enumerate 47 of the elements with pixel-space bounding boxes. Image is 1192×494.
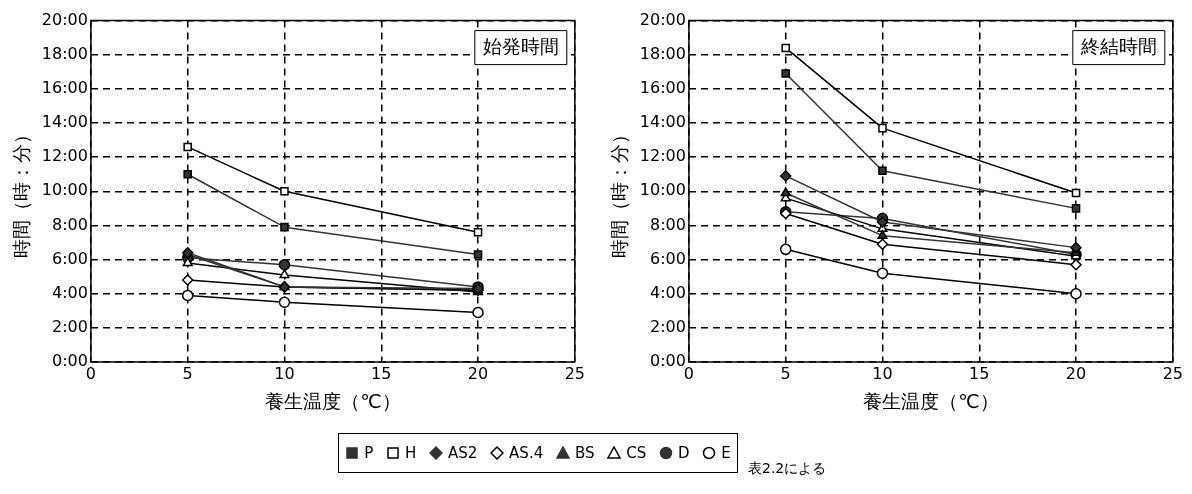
y-tick-label: 2:00	[51, 317, 88, 337]
text: 表2.2による	[748, 460, 827, 478]
x-tick-label: 25	[564, 363, 585, 383]
y-tick-label: 16:00	[41, 78, 88, 98]
x-tick-label: 20	[1065, 363, 1087, 383]
x-tick-label: 5	[182, 363, 193, 383]
legend-label: AS2	[448, 444, 478, 462]
x-tick-label: 25	[1162, 363, 1183, 383]
text: 終結時間	[1079, 34, 1157, 57]
y-tick-label: 20:00	[639, 9, 686, 29]
y-tick-label: 4:00	[649, 282, 686, 302]
x-tick-label: 5	[780, 363, 791, 383]
x-tick-label: 10	[872, 363, 893, 383]
x-axis-title: 養生温度（℃）	[863, 389, 999, 412]
text: 始発時間	[482, 34, 559, 57]
y-tick-label: 14:00	[41, 112, 88, 132]
legend-label: BS	[574, 444, 595, 462]
x-tick-label: 15	[371, 363, 392, 383]
legend-label: E	[721, 444, 731, 462]
legend-label: CS	[626, 444, 647, 462]
y-tick-label: 2:00	[649, 317, 686, 337]
y-tick-label: 20:00	[41, 9, 88, 29]
y-tick-label: 18:00	[639, 43, 686, 63]
x-axis-title: 養生温度（℃）	[265, 389, 401, 412]
legend-label: AS.4	[509, 444, 544, 462]
y-tick-label: 4:00	[51, 282, 88, 302]
y-tick-label: 8:00	[649, 214, 686, 234]
x-tick-label: 15	[969, 363, 990, 383]
y-tick-label: 6:00	[51, 248, 88, 268]
y-tick-label: 0:00	[51, 351, 88, 371]
legend-label: P	[364, 444, 374, 462]
y-axis-title: 時間（時：分）	[608, 124, 631, 258]
y-tick-label: 12:00	[41, 146, 88, 166]
y-tick-label: 6:00	[649, 248, 686, 268]
y-tick-label: 18:00	[41, 43, 88, 63]
y-tick-label: 16:00	[639, 78, 686, 98]
y-tick-label: 12:00	[639, 146, 686, 166]
x-tick-label: 10	[274, 363, 295, 383]
y-tick-label: 8:00	[51, 214, 88, 234]
legend-label: D	[677, 444, 690, 462]
y-tick-label: 10:00	[41, 180, 88, 200]
y-tick-label: 10:00	[639, 180, 686, 200]
x-tick-label: 20	[467, 363, 489, 383]
y-tick-label: 0:00	[649, 351, 686, 371]
legend-label: H	[405, 444, 417, 462]
y-tick-label: 14:00	[639, 112, 686, 132]
y-axis-title: 時間（時：分）	[10, 124, 33, 258]
